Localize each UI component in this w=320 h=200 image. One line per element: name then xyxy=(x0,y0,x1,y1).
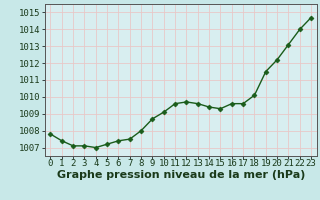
X-axis label: Graphe pression niveau de la mer (hPa): Graphe pression niveau de la mer (hPa) xyxy=(57,170,305,180)
